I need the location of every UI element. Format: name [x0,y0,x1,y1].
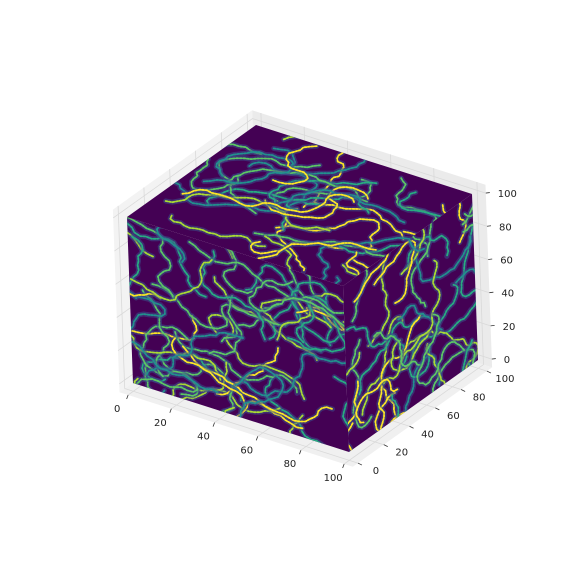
y-tick-label: 100 [495,374,514,385]
filament [461,339,473,377]
z-tick-label: 100 [498,189,517,200]
filament [253,232,392,261]
filament [234,366,285,425]
y-tick-label: 80 [473,392,486,403]
filament [129,258,214,302]
filament [207,314,306,401]
x-tick-label: 40 [197,432,210,443]
z-tick [486,225,492,227]
cube-face-front-filaments [127,217,349,452]
x-tick-label: 100 [324,473,343,484]
filament [312,201,405,241]
z-tick-label: 60 [500,255,513,266]
filament [353,244,393,303]
y-tick-label: 0 [373,466,379,477]
y-tick [409,425,414,429]
filament [151,283,295,330]
filament [416,313,465,386]
filament [190,143,263,192]
z-tick [489,291,494,294]
z-tick [488,258,493,260]
filament [127,217,175,301]
filament [127,335,219,394]
filament [431,348,476,400]
filament [372,331,422,368]
filament [398,191,447,220]
z-tick [485,192,490,194]
y-tick-label: 40 [421,429,434,440]
volume-cube [127,125,478,452]
x-gridline [343,181,484,465]
z-tick [491,358,496,360]
x-tick [126,394,129,400]
y-tick-label: 60 [447,411,460,422]
filament [257,242,377,260]
x-tick-label: 80 [284,459,297,470]
filament [373,240,416,304]
filament [127,295,166,330]
filament [272,145,318,185]
y-tick [357,462,363,466]
x-tick-label: 60 [240,445,253,456]
x-tick [342,463,345,469]
filament [377,313,422,436]
y-tick [435,407,440,411]
axis-ticks: 0 20 40 60 80 100 0 20 40 60 80 100 0 20 40 60 80 100 [114,189,517,484]
filament [442,225,478,334]
x-tick [169,408,172,413]
y-tick [383,444,388,448]
filament [166,175,255,207]
filament [248,279,349,341]
filament [264,235,293,275]
y-tick [460,389,466,392]
z-tick-label: 40 [501,289,514,300]
filament [382,259,441,385]
filament [127,317,222,381]
filament [405,234,450,270]
filament [327,276,341,286]
x-tick [255,436,259,441]
z-tick-label: 80 [499,222,512,233]
filament [355,378,399,424]
x-tick-label: 0 [114,404,120,415]
filament [169,214,266,248]
z-tick-label: 20 [503,322,516,333]
filament [240,352,349,397]
filament [353,236,420,246]
filament [181,188,355,213]
z-gridline [112,118,486,219]
filament [188,241,349,315]
filament [170,336,246,406]
y-tick [486,370,492,374]
filament [222,241,253,295]
z-tick [490,324,495,327]
filament [264,186,369,219]
x-tick [299,450,302,455]
y-gridline [117,205,359,464]
filament [202,151,295,185]
filament [164,193,331,232]
cube-face-right-filaments [343,195,478,452]
z-tick-label: 0 [504,355,510,366]
x-tick [212,422,215,427]
y-tick-label: 20 [395,448,408,459]
x-tick-label: 20 [154,418,167,429]
